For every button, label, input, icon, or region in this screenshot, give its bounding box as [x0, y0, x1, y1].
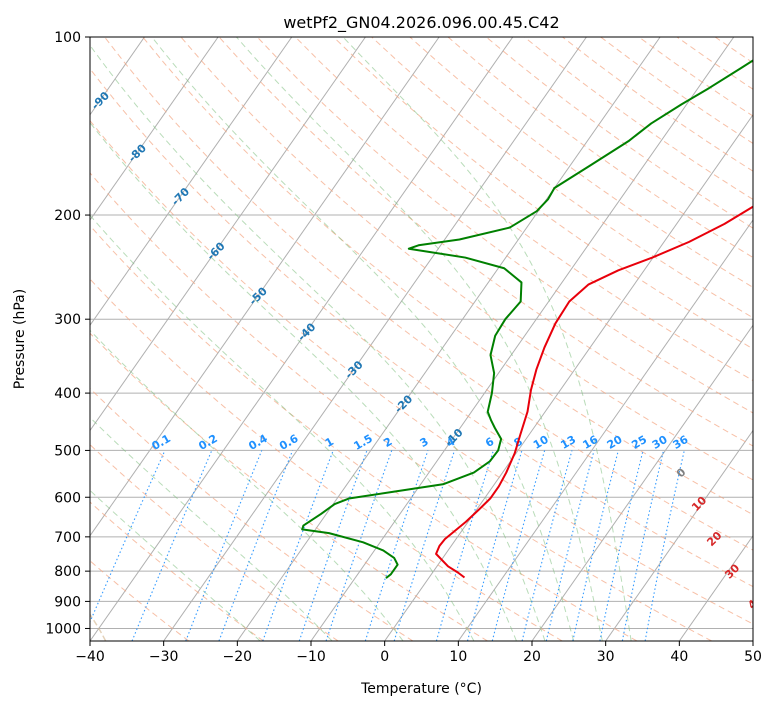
y-tick-label: 1000 [45, 621, 81, 637]
moist-adiabat-line [90, 44, 546, 641]
x-tick-label: 0 [380, 649, 389, 665]
y-tick-label: 200 [54, 208, 81, 224]
moist-adiabat-line [236, 37, 603, 641]
axes: −40 −30 −20 −10 0 10 20 30 40 50 100 200 300 400 500 60… [45, 30, 762, 665]
x-tick-label: 30 [597, 649, 615, 665]
temperature-profile-line [435, 205, 753, 579]
isotherm-line [163, 37, 587, 641]
moist-adiabat-line [90, 121, 517, 641]
y-tick-label: 800 [54, 564, 81, 580]
chart-title: wetPf2_GN04.2026.096.00.45.C42 [283, 13, 559, 33]
isotherm-line [605, 429, 753, 641]
dry-adiabat-line [90, 387, 414, 641]
dry-adiabat-line [295, 37, 753, 382]
x-tick-label: 10 [449, 649, 467, 665]
dry-adiabat-line [409, 37, 753, 288]
isotherm-line [90, 37, 293, 327]
mixing-ratio-line [185, 450, 263, 641]
moist-adiabat-line [342, 37, 632, 641]
isotherm-line [236, 37, 661, 641]
mixing-ratio-line [466, 450, 523, 641]
moist-adiabat-line [151, 37, 575, 641]
isotherm-line [90, 37, 366, 432]
mixing-ratio-line [521, 450, 573, 641]
isotherm-line [310, 37, 735, 641]
dry-adiabat-line [90, 172, 712, 641]
y-tick-label: 900 [54, 594, 81, 610]
moist-adiabat-line [90, 489, 261, 641]
dry-adiabat-line [90, 278, 563, 641]
mixing-ratio-line [364, 450, 429, 641]
mixing-ratio-line [491, 450, 546, 641]
isotherm-line [678, 534, 753, 641]
y-tick-label: 500 [54, 443, 81, 459]
moist-adiabat-label: 40 [745, 592, 765, 612]
y-axis-label: Pressure (hPa) [12, 289, 28, 389]
y-tick-label: 100 [54, 30, 81, 46]
x-axis-label: Temperature (°C) [360, 681, 482, 697]
x-tick-label: −30 [149, 649, 179, 665]
dry-adiabat-line [90, 332, 488, 641]
mixing-ratio-line [572, 450, 619, 641]
x-tick-label: −20 [223, 649, 253, 665]
plot-frame [89, 36, 754, 642]
x-tick-label: 20 [523, 649, 541, 665]
x-tick-label: −10 [296, 649, 326, 665]
dry-adiabat-line [142, 37, 753, 516]
isotherm-line [457, 219, 753, 641]
x-tick-label: −40 [75, 649, 105, 665]
dry-adiabat-line [90, 67, 753, 588]
isotherm-line [531, 324, 753, 641]
mixing-ratio-line [262, 450, 334, 641]
moist-adiabat-line [90, 214, 475, 641]
isotherm-line [384, 113, 753, 641]
mixing-ratio-line [545, 450, 595, 641]
mixing-ratio-line [298, 450, 368, 641]
isotherm-line [90, 37, 514, 641]
dry-adiabat-line [90, 501, 264, 641]
moist-adiabat-line [90, 329, 404, 641]
mixing-ratio-line [393, 450, 456, 641]
mixing-ratio-line [131, 450, 213, 641]
x-tick-label: 40 [670, 649, 688, 665]
mixing-ratio-line [90, 450, 166, 624]
dry-adiabat-line [104, 37, 753, 551]
mixing-ratio-line [218, 450, 294, 641]
dry-adiabat-line [218, 37, 753, 447]
dewpoint-profile-line [301, 59, 753, 579]
isotherm-line [90, 37, 219, 221]
dry-adiabat-line [90, 119, 753, 625]
mixing-ratio-line [435, 450, 494, 641]
y-tick-label: 700 [54, 530, 81, 546]
mixing-ratio-line [325, 450, 393, 641]
dry-adiabat-line [90, 224, 638, 641]
isotherm-line [90, 37, 440, 537]
x-tick-label: 50 [744, 649, 762, 665]
y-tick-label: 600 [54, 490, 81, 506]
y-tick-label: 300 [54, 312, 81, 328]
y-tick-label: 400 [54, 386, 81, 402]
dry-adiabat-line [256, 37, 753, 414]
